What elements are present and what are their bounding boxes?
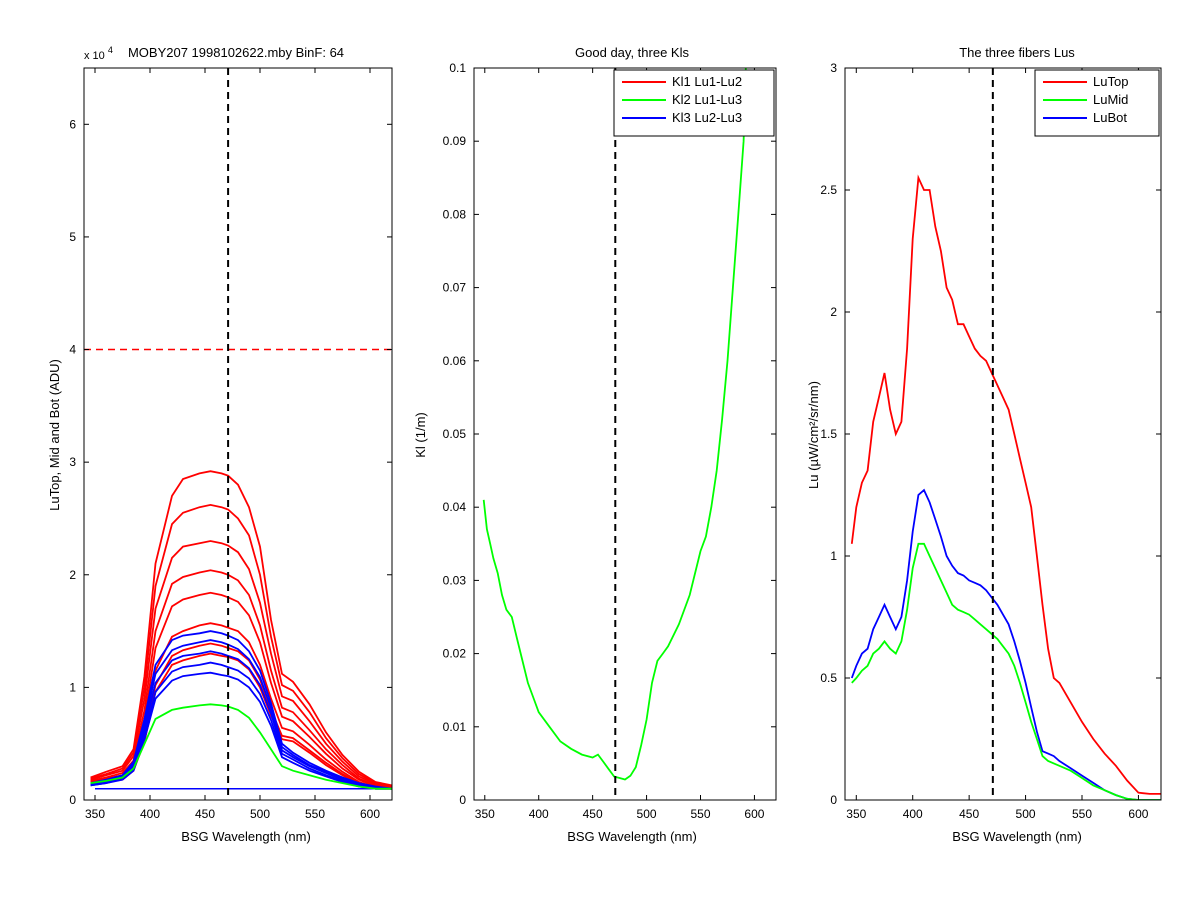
legend-label: LuBot	[1093, 110, 1127, 125]
y-tick-label: 0	[459, 793, 466, 807]
x-tick-label: 600	[744, 807, 764, 821]
x-tick-label: 400	[903, 807, 923, 821]
series-line-kl2-lu1-lu3	[482, 68, 747, 781]
y-tick-label: 0.01	[443, 720, 467, 734]
panel-2-y-axis-label: Kl (1/m)	[413, 412, 428, 458]
x-tick-label: 550	[305, 807, 325, 821]
series-line-bot-8	[90, 630, 392, 790]
y-tick-label: 4	[69, 343, 76, 357]
panel-1-x-axis-label: BSG Wavelength (nm)	[181, 829, 311, 844]
panel-3-x-axis-label: BSG Wavelength (nm)	[952, 829, 1082, 844]
legend-label: LuMid	[1093, 92, 1128, 107]
y-tick-label: 0.09	[443, 134, 467, 148]
series-line-top-3	[90, 569, 392, 789]
x-tick-label: 450	[195, 807, 215, 821]
panel-3-y-axis-label: Lu (µW/cm²/sr/nm)	[806, 381, 821, 489]
x-tick-label: 600	[360, 807, 380, 821]
panel-3-plot-area: 350 400 450 500 550 600 0 0.5 1 1.5 2 2.5 3 LuTop LuMi…	[820, 61, 1162, 821]
panel-3-title: The three fibers Lus	[959, 45, 1075, 60]
x-tick-label: 400	[529, 807, 549, 821]
series-line-top-2	[90, 540, 392, 788]
y-tick-label: 0.02	[443, 647, 467, 661]
x-tick-label: 450	[583, 807, 603, 821]
x-tick-label: 550	[1072, 807, 1092, 821]
y-tick-label: 0.05	[443, 427, 467, 441]
y-tick-label: 1	[830, 549, 837, 563]
x-tick-label: 450	[959, 807, 979, 821]
y-tick-label: 0.06	[443, 354, 467, 368]
y-tick-label: 1.5	[820, 427, 837, 441]
panel-1-title: MOBY207 1998102622.mby BinF: 64	[128, 45, 344, 60]
panel-1-plot-area: 350 400 450 500 550 600 0 1 2 3 4 5 6	[69, 67, 393, 821]
panel-lu-radiance: The three fibers Lus Lu (µW/cm²/sr/nm) B…	[806, 45, 1162, 844]
series-line-mid-13	[90, 703, 392, 790]
y-tick-label: 0	[830, 793, 837, 807]
series-line-bot-10	[90, 650, 392, 790]
series-line-top-1	[90, 503, 392, 788]
axes-frame	[83, 67, 393, 801]
legend: Kl1 Lu1-Lu2 Kl2 Lu1-Lu3 Kl3 Lu2-Lu3	[613, 69, 775, 137]
panel-2-x-axis-label: BSG Wavelength (nm)	[567, 829, 697, 844]
x-tick-label: 400	[140, 807, 160, 821]
y-tick-label: 0.07	[443, 281, 467, 295]
y-tick-label: 2	[830, 305, 837, 319]
series-line-bot-11	[90, 661, 392, 790]
x-tick-label: 350	[846, 807, 866, 821]
legend-label: Kl1 Lu1-Lu2	[672, 74, 742, 89]
panel-2-title: Good day, three Kls	[575, 45, 689, 60]
y-tick-label: 0.5	[820, 671, 837, 685]
y-tick-label: 1	[69, 680, 76, 694]
panel-lu-adu: MOBY207 1998102622.mby BinF: 64 x 10 4 L…	[47, 45, 393, 844]
x-tick-label: 500	[250, 807, 270, 821]
panel-1-y-axis-label: LuTop, Mid and Bot (ADU)	[47, 359, 62, 511]
y-tick-label: 0	[69, 793, 76, 807]
series-group	[84, 68, 392, 800]
y-tick-label: 2	[69, 568, 76, 582]
series-group	[482, 68, 747, 800]
legend-label: Kl2 Lu1-Lu3	[672, 92, 742, 107]
series-line-lubot	[850, 488, 1161, 800]
y-tick-label: 3	[830, 61, 837, 75]
y-tick-label: 0.1	[449, 61, 466, 75]
x-tick-label: 600	[1128, 807, 1148, 821]
legend-label: Kl3 Lu2-Lu3	[672, 110, 742, 125]
x-tick-label: 350	[85, 807, 105, 821]
series-line-top-0	[90, 470, 392, 787]
y-tick-label: 0.04	[443, 500, 467, 514]
panel-kl: Good day, three Kls Kl (1/m) BSG Wavelen…	[413, 45, 777, 844]
series-line-bot-12	[90, 671, 392, 790]
x-tick-label: 500	[1016, 807, 1036, 821]
series-line-lumid	[851, 542, 1161, 800]
y-tick-label: 6	[69, 117, 76, 131]
y-tick-label: 0.03	[443, 573, 467, 587]
panel-2-plot-area: 350 400 450 500 550 600 0 0.01 0.02 0.03 0.04 0.05 0…	[443, 61, 777, 821]
x-tick-label: 350	[475, 807, 495, 821]
x-tick-label: 550	[690, 807, 710, 821]
series-group	[850, 68, 1161, 800]
legend: LuTop LuMid LuBot	[1034, 69, 1160, 137]
y-tick-label: 2.5	[820, 183, 837, 197]
series-line-bot-9	[90, 639, 392, 790]
y-tick-label: 5	[69, 230, 76, 244]
series-line-lutop	[850, 174, 1161, 795]
y-tick-label: 3	[69, 455, 76, 469]
legend-label: LuTop	[1093, 74, 1128, 89]
panel-1-exponent-label: x 10 4	[84, 45, 113, 62]
x-tick-label: 500	[637, 807, 657, 821]
y-tick-label: 0.08	[443, 207, 467, 221]
